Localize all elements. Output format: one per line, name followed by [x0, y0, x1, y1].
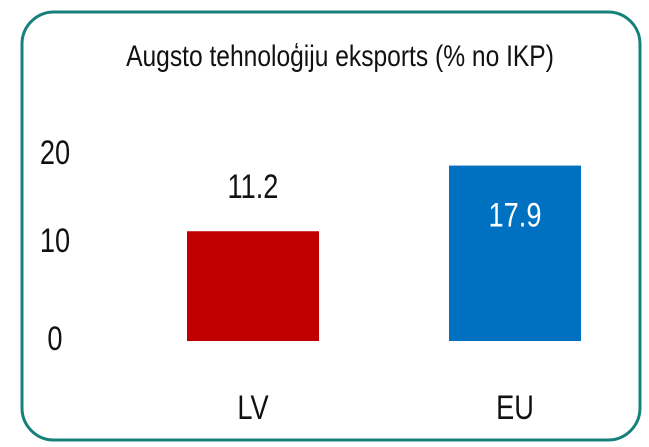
bar: [187, 231, 319, 341]
y-tick-label: 20: [40, 133, 70, 172]
chart-title: Augsto tehnoloģiju eksports (% no IKP): [126, 39, 554, 73]
value-label: 17.9: [489, 196, 542, 235]
x-tick-label: LV: [237, 388, 269, 427]
value-label: 11.2: [228, 167, 279, 206]
bar: [449, 165, 581, 341]
x-tick-label: EU: [496, 388, 534, 427]
y-tick-label: 0: [47, 319, 62, 358]
y-tick-label: 10: [40, 221, 70, 260]
